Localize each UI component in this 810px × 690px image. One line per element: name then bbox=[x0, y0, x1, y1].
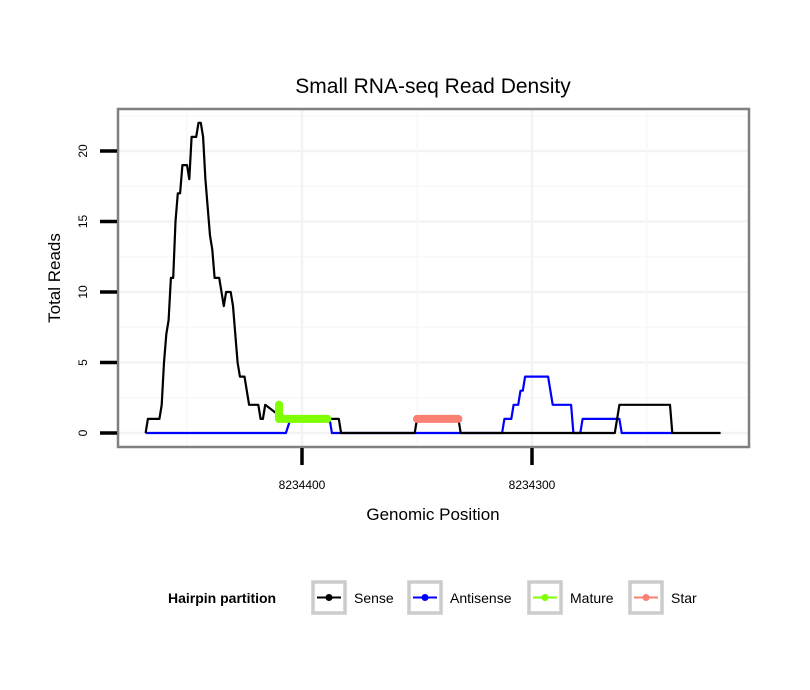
legend-key-point bbox=[325, 594, 333, 601]
legend-item-star: Star bbox=[628, 580, 697, 615]
x-tick-label: 8234400 bbox=[279, 478, 326, 492]
y-tick-label: 0 bbox=[76, 429, 90, 436]
legend-label: Mature bbox=[570, 590, 614, 606]
legend-label: Star bbox=[671, 590, 697, 606]
legend-label: Sense bbox=[354, 590, 394, 606]
legend: Hairpin partition Sense Antisense Mature St… bbox=[168, 580, 697, 615]
series-line-sense bbox=[144, 121, 721, 435]
grid-lines bbox=[118, 109, 749, 447]
data-point-mature bbox=[275, 400, 283, 409]
panel-border bbox=[116, 107, 751, 449]
legend-item-mature: Mature bbox=[527, 580, 614, 615]
panel-background bbox=[118, 109, 749, 447]
legend-item-sense: Sense bbox=[311, 580, 394, 615]
legend-item-antisense: Antisense bbox=[407, 580, 512, 615]
plot-panel bbox=[118, 109, 749, 447]
x-axis-title: Genomic Position bbox=[366, 505, 499, 524]
data-point-mature bbox=[323, 414, 332, 423]
chart-title: Small RNA-seq Read Density bbox=[295, 75, 571, 98]
legend-key-point bbox=[642, 594, 650, 601]
x-axis: 8234400 8234300 bbox=[279, 448, 556, 492]
y-tick-label: 10 bbox=[76, 285, 90, 299]
y-tick-label: 5 bbox=[76, 359, 90, 366]
x-tick-label: 8234300 bbox=[509, 478, 556, 492]
legend-label: Antisense bbox=[450, 590, 512, 606]
y-tick-label: 15 bbox=[76, 215, 90, 229]
legend-title: Hairpin partition bbox=[168, 590, 276, 606]
y-axis-title: Total Reads bbox=[45, 233, 64, 323]
y-axis: 0 5 10 15 20 bbox=[76, 144, 117, 436]
legend-key-point bbox=[421, 594, 429, 601]
y-tick-label: 20 bbox=[76, 144, 90, 158]
data-point-mature bbox=[275, 414, 283, 423]
legend-key-point bbox=[541, 594, 549, 601]
series-layer bbox=[144, 121, 721, 435]
